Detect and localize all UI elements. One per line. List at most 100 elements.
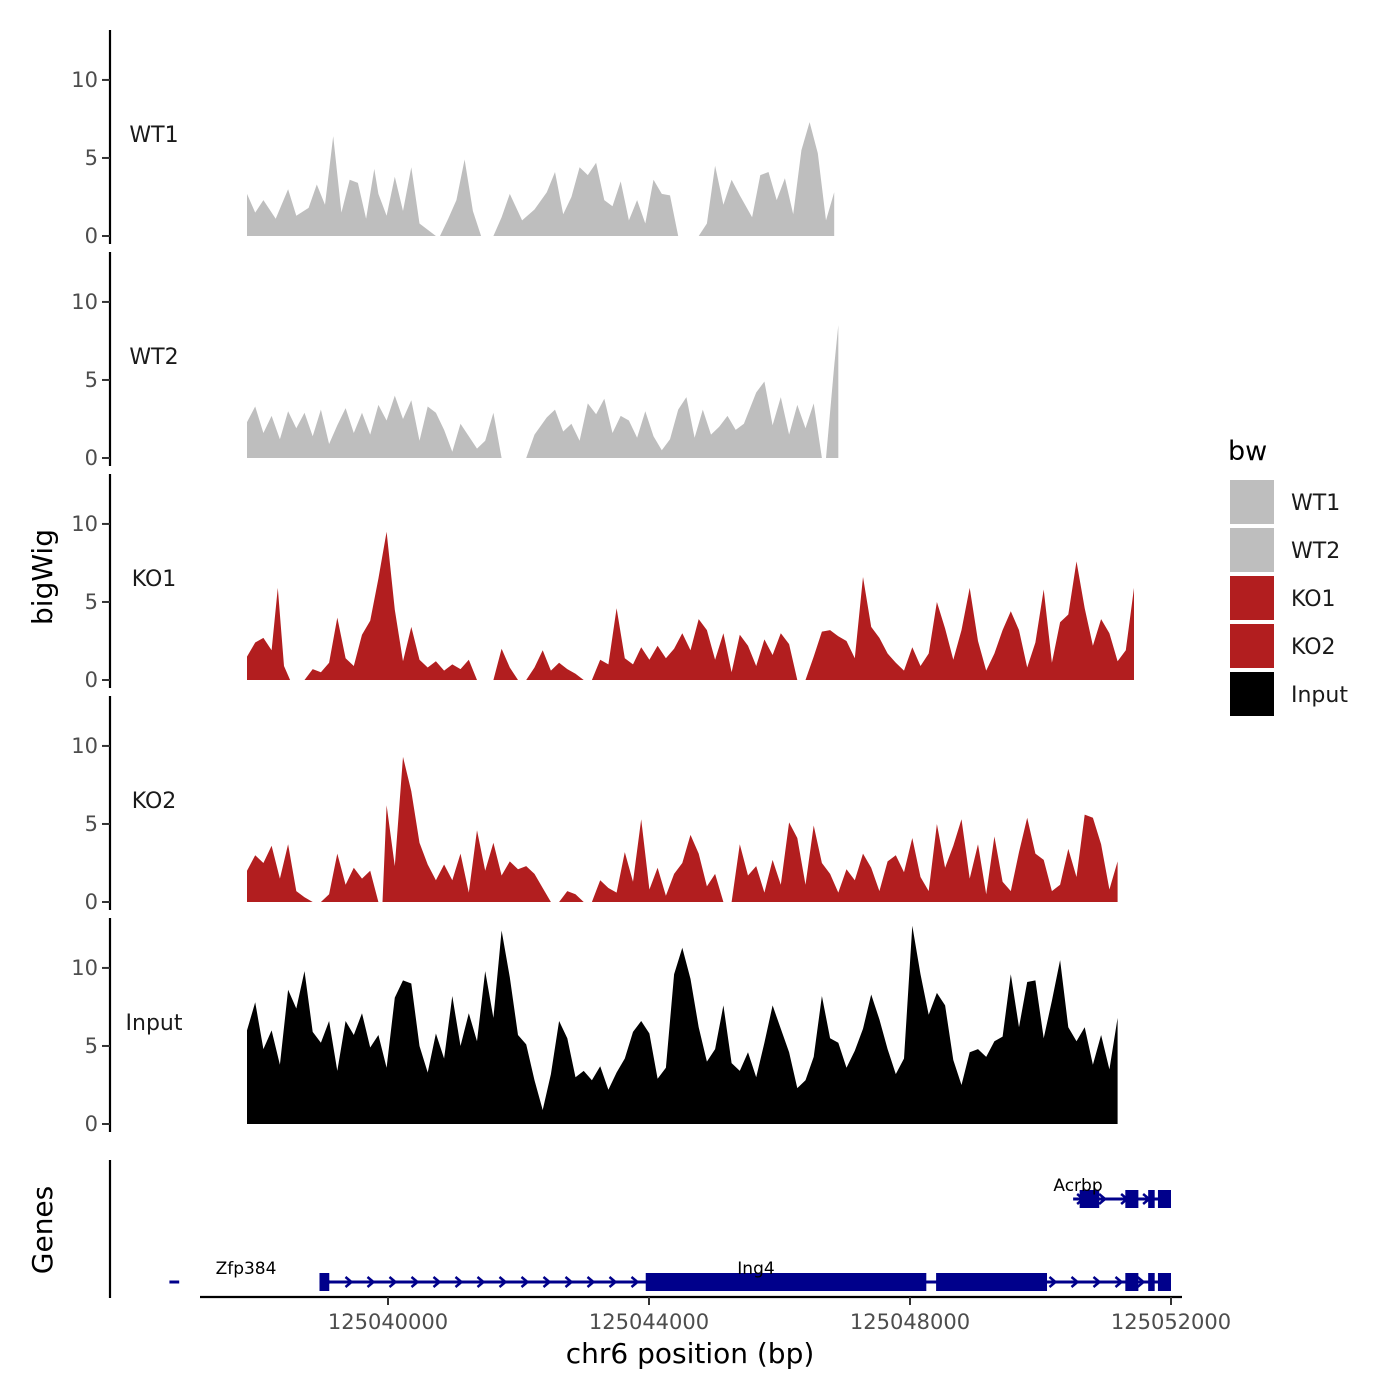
area-ko2-segment: [731, 814, 1118, 902]
strand-arrow: [410, 1276, 420, 1288]
legend-swatch-wt1: [1230, 480, 1274, 524]
gene-exon: [1079, 1190, 1100, 1208]
gene-acrbp: Acrbp: [1053, 1176, 1171, 1208]
area-ko1-segment: [304, 531, 477, 680]
y-tick-label: 0: [85, 446, 98, 470]
track-wt2: 0 5 10 WT2: [71, 252, 839, 470]
area-ko2-segment: [320, 853, 379, 902]
y-tick-label: 10: [71, 512, 98, 536]
y-tick-label: 0: [85, 1112, 98, 1136]
x-axis: 125040000 125044000 125048000 125052000: [200, 1295, 1231, 1334]
area-input-segment: [247, 925, 1118, 1124]
area-wt1-segment: [247, 136, 436, 236]
gene-zfp384: Zfp384: [169, 1259, 277, 1284]
legend-swatch-input: [1230, 672, 1274, 716]
area-ko2-segment: [559, 891, 584, 902]
gene-label-zfp384: Zfp384: [216, 1259, 277, 1279]
strand-arrow: [476, 1276, 486, 1288]
gene-track: Acrbp Zfp384 Ing4: [108, 1160, 1171, 1298]
gene-label-acrbp: Acrbp: [1053, 1176, 1102, 1196]
x-tick-label: 125044000: [589, 1310, 709, 1334]
area-wt2-segment: [247, 395, 502, 458]
strand-arrow: [388, 1276, 398, 1288]
y-tick-label: 5: [85, 146, 98, 170]
y-tick-label: 5: [85, 812, 98, 836]
area-ko1-segment: [591, 608, 798, 680]
area-ko1-segment: [493, 648, 518, 680]
gene-exon: [1157, 1273, 1171, 1291]
legend-label-input: Input: [1291, 683, 1348, 708]
y-tick-label: 10: [71, 68, 98, 92]
track-ko2: 0 5 10 KO2: [71, 696, 1118, 914]
gene-exon: [319, 1273, 330, 1291]
x-tick-label: 125052000: [1111, 1310, 1231, 1334]
gene-ing4: Ing4: [319, 1259, 1171, 1291]
strand-arrow: [1114, 1276, 1124, 1288]
gene-label-ing4: Ing4: [737, 1259, 774, 1279]
strand-arrow: [608, 1276, 618, 1288]
legend: WT1 WT2 KO1 KO2 Input: [1230, 480, 1348, 716]
gene-exon: [645, 1273, 927, 1291]
legend-title: bw: [1228, 436, 1267, 467]
gene-exon: [1148, 1190, 1155, 1208]
strand-arrow: [432, 1276, 442, 1288]
y-axis-title: bigWig: [26, 529, 59, 625]
strand-arrow: [520, 1276, 530, 1288]
legend-label-ko2: KO2: [1291, 635, 1336, 660]
strand-arrow: [454, 1276, 464, 1288]
legend-swatch-ko1: [1230, 576, 1274, 620]
area-ko1-segment: [247, 587, 291, 680]
y-tick-label: 0: [85, 224, 98, 248]
y-tick-label: 10: [71, 956, 98, 980]
x-tick-label: 125040000: [328, 1310, 448, 1334]
strand-arrow: [1070, 1276, 1080, 1288]
gene-exon: [1125, 1273, 1139, 1291]
y-tick-label: 0: [85, 668, 98, 692]
area-wt2-segment: [526, 381, 822, 458]
y-tick-label: 10: [71, 290, 98, 314]
legend-swatch-wt2: [1230, 528, 1274, 572]
strand-arrow: [630, 1276, 640, 1288]
x-axis-title: chr6 position (bp): [566, 1337, 815, 1370]
y-tick-label: 0: [85, 890, 98, 914]
legend-label-wt1: WT1: [1291, 491, 1340, 516]
area-wt1-segment: [493, 162, 679, 236]
legend-label-wt2: WT2: [1291, 539, 1340, 564]
legend-swatch-ko2: [1230, 624, 1274, 668]
gene-exon: [1157, 1190, 1171, 1208]
strand-arrow: [1092, 1276, 1102, 1288]
track-label: WT1: [129, 123, 178, 148]
x-tick-label: 125048000: [850, 1310, 970, 1334]
track-label: KO1: [132, 567, 177, 592]
area-ko2-segment: [591, 819, 724, 902]
tracks: 0 5 10 WT1 0 5 10 WT2 0 5 10 KO1 0 5 10 KO2 0 5 10 Input: [71, 30, 1134, 1136]
area-ko2-segment: [382, 756, 551, 902]
strand-arrow: [1098, 1193, 1108, 1205]
strand-arrow: [344, 1276, 354, 1288]
genes-axis-title: Genes: [26, 1186, 59, 1274]
area-wt2-segment: [826, 325, 839, 458]
area-wt1-segment: [698, 122, 835, 236]
track-input: 0 5 10 Input: [71, 918, 1118, 1136]
y-tick-label: 10: [71, 734, 98, 758]
gene-exon: [1148, 1273, 1155, 1291]
gene-exon: [1125, 1190, 1139, 1208]
strand-arrow: [1048, 1276, 1058, 1288]
track-label: Input: [126, 1011, 183, 1036]
strand-arrow: [366, 1276, 376, 1288]
y-tick-label: 5: [85, 590, 98, 614]
track-wt1: 0 5 10 WT1: [71, 30, 835, 248]
area-ko2-segment: [247, 844, 313, 902]
area-wt1-segment: [440, 159, 482, 236]
track-label: WT2: [129, 345, 178, 370]
track-label: KO2: [132, 789, 177, 814]
area-ko1-segment: [805, 561, 1134, 680]
gene-exon: [936, 1273, 1048, 1291]
area-ko1-segment: [526, 650, 584, 680]
strand-arrow: [498, 1276, 508, 1288]
strand-arrow: [564, 1276, 574, 1288]
track-ko1: 0 5 10 KO1: [71, 474, 1134, 692]
strand-arrow: [1136, 1276, 1146, 1288]
legend-label-ko1: KO1: [1291, 587, 1336, 612]
